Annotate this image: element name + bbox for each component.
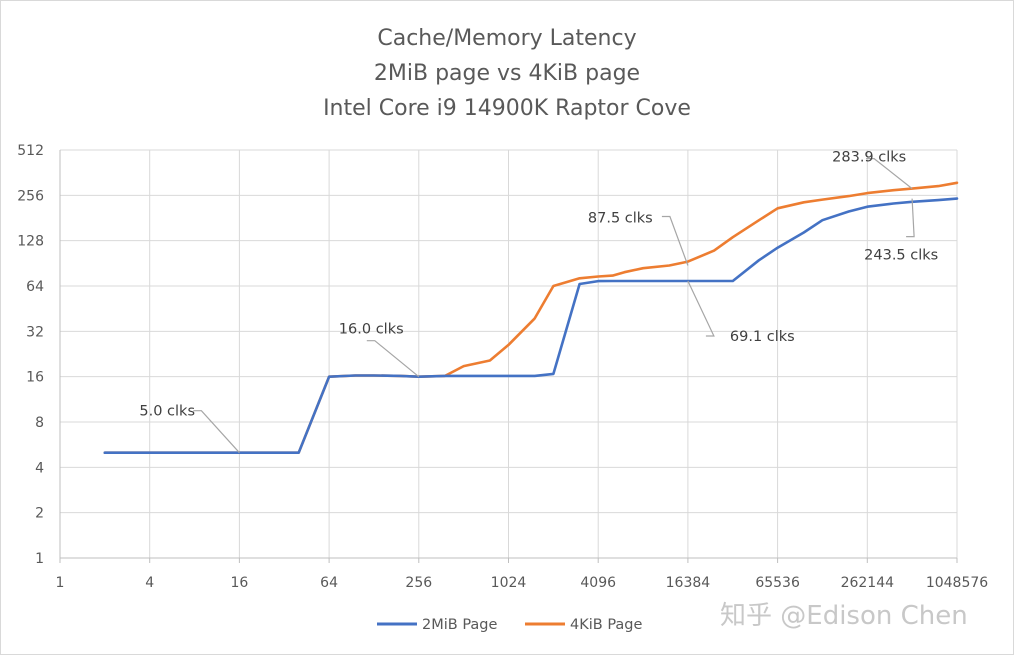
x-tick-label: 256: [405, 575, 432, 591]
y-tick-label: 4: [35, 460, 44, 476]
y-tick-label: 256: [17, 188, 44, 204]
data-label-leader: [366, 340, 420, 378]
watermark: 知乎 @Edison Chen: [720, 601, 968, 631]
data-label-leader: [906, 198, 915, 238]
legend-label: 4KiB Page: [570, 617, 643, 633]
y-tick-label: 16: [26, 370, 44, 386]
series-lines: [103, 181, 959, 455]
y-tick-label: 2: [35, 506, 44, 522]
x-tick-label: 16: [230, 575, 248, 591]
legend[interactable]: 2MiB Page 4KiB Page: [377, 617, 643, 633]
y-tick-label: 1: [35, 551, 44, 567]
title-line-3: Intel Core i9 14900K Raptor Cove: [323, 96, 691, 121]
y-tick-label: 32: [26, 324, 44, 340]
y-tick-label: 8: [35, 415, 44, 431]
x-tick-label: 16384: [666, 575, 711, 591]
x-tick-label: 1: [56, 575, 65, 591]
data-label-leader: [661, 215, 689, 266]
data-label: 243.5 clks: [864, 248, 938, 264]
data-label: 5.0 clks: [139, 404, 195, 420]
x-tick-label: 4096: [580, 575, 616, 591]
y-tick-label: 128: [17, 234, 44, 250]
data-label: 87.5 clks: [588, 211, 653, 227]
data-label-leader: [687, 280, 715, 337]
x-tick-label: 4: [145, 575, 154, 591]
series-line-4kib-page: [103, 181, 959, 455]
data-label: 16.0 clks: [339, 322, 404, 338]
y-tick-label: 512: [17, 143, 44, 159]
x-tick-label: 262144: [841, 575, 895, 591]
data-label-leader: [866, 158, 913, 190]
x-tick-label: 1024: [491, 575, 527, 591]
grid: [59, 149, 958, 559]
x-tick-label: 64: [320, 575, 338, 591]
legend-entry-2mib-page[interactable]: 2MiB Page: [377, 617, 498, 633]
series-line-2mib-page: [103, 197, 959, 455]
x-tick-label: 65536: [755, 575, 800, 591]
data-label: 69.1 clks: [730, 329, 795, 345]
x-tick-label: 1048576: [926, 575, 988, 591]
data-label-leader: [193, 410, 240, 454]
chart-title: Cache/Memory Latency 2MiB page vs 4KiB p…: [323, 26, 691, 121]
title-line-1: Cache/Memory Latency: [377, 26, 636, 51]
data-labels: 5.0 clks 16.0 clks 87.5 clks 69.1 clks 283.9…: [139, 150, 938, 454]
legend-label: 2MiB Page: [422, 617, 498, 633]
data-label: 283.9 clks: [832, 150, 906, 166]
legend-entry-4kib-page[interactable]: 4KiB Page: [525, 617, 643, 633]
title-line-2: 2MiB page vs 4KiB page: [374, 61, 640, 86]
y-tick-label: 64: [26, 279, 44, 295]
axes: 1 2 4 8 16 32 64 128 256 512 1 4 16 64 256 1024 4096 1638…: [17, 143, 988, 591]
